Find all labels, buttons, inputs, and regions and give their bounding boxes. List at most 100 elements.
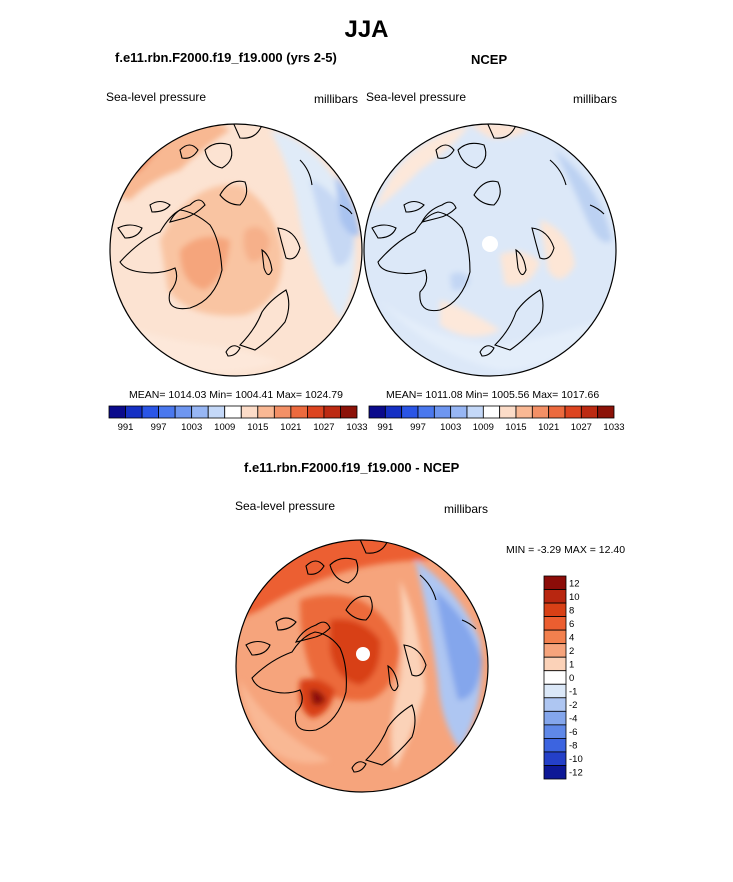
- diff-colorbar-tick-label: -12: [569, 768, 583, 779]
- model-colorbar-tick-label: 1021: [280, 422, 301, 433]
- model-colorbar-swatch: [207, 405, 226, 419]
- obs-colorbar-swatch: [482, 405, 501, 419]
- diff-colorbar-tick-label: -4: [569, 714, 577, 725]
- diff-colorbar-swatch: [543, 751, 567, 766]
- diff-colorbar-swatch: [543, 575, 567, 590]
- obs-variable-label: Sea-level pressure: [366, 90, 467, 104]
- diff-colorbar-tick-label: 4: [569, 632, 574, 643]
- model-colorbar-tick-label: 1015: [247, 422, 268, 433]
- model-colorbar-swatch: [174, 405, 193, 419]
- model-colorbar-tick-label: 1003: [181, 422, 202, 433]
- diff-map-border: [235, 539, 489, 793]
- model-coastlines: [117, 124, 353, 357]
- model-stats: MEAN= 1014.03 Min= 1004.41 Max= 1024.79: [129, 389, 343, 401]
- model-variable-label: Sea-level pressure: [106, 90, 207, 104]
- diff-panel-title: f.e11.rbn.F2000.f19_f19.000 - NCEP: [244, 460, 460, 475]
- obs-stats: MEAN= 1011.08 Min= 1005.56 Max= 1017.66: [386, 389, 600, 401]
- obs-colorbar-swatch: [515, 405, 533, 419]
- obs-colorbar-swatch: [499, 405, 517, 419]
- diff-colorbar-tick-label: 2: [569, 646, 574, 657]
- diff-colorbar-tick-label: -10: [569, 754, 583, 765]
- obs-colorbar-swatch: [401, 405, 419, 419]
- diff-colorbar-tick-label: -1: [569, 687, 577, 698]
- model-colorbar-swatch: [108, 405, 126, 419]
- diff-coastlines: [245, 540, 477, 773]
- model-colorbar: 991 997 1003 1009 1015 1021 1027 1033: [108, 405, 368, 433]
- page-title: JJA: [344, 16, 389, 43]
- model-contour-fill: [110, 124, 360, 373]
- obs-colorbar-tick-label: 997: [410, 422, 426, 433]
- model-colorbar-swatch: [323, 405, 341, 419]
- obs-colorbar-swatch: [531, 405, 550, 419]
- obs-colorbar-swatch: [417, 405, 435, 419]
- obs-colorbar-tick-label: 1021: [538, 422, 559, 433]
- model-colorbar-swatch: [306, 405, 325, 419]
- model-colorbar-swatch: [340, 405, 358, 419]
- obs-pole-hole: [482, 236, 498, 252]
- obs-coastlines: [371, 124, 605, 357]
- model-colorbar-tick-label: 997: [151, 422, 167, 433]
- obs-panel-title: NCEP: [471, 52, 508, 67]
- model-colorbar-tick-label: 1009: [214, 422, 235, 433]
- diff-colorbar-tick-label: 0: [569, 673, 574, 684]
- model-colorbar-swatch: [273, 405, 292, 419]
- obs-colorbar-tick-label: 1009: [473, 422, 494, 433]
- obs-colorbar-swatch: [368, 405, 386, 419]
- obs-map: [364, 124, 616, 376]
- obs-contour-fill: [375, 124, 612, 371]
- model-colorbar-tick-label: 1033: [346, 422, 367, 433]
- model-colorbar-tick-label: 1027: [313, 422, 334, 433]
- model-colorbar-swatch: [224, 405, 242, 419]
- obs-colorbar-swatch: [548, 405, 566, 419]
- diff-colorbar-swatch: [543, 656, 567, 672]
- diff-colorbar-tick-label: 12: [569, 578, 580, 589]
- diff-colorbar-tick-label: 6: [569, 619, 574, 630]
- obs-colorbar-tick-label: 1027: [571, 422, 592, 433]
- diff-colorbar-swatch: [543, 602, 567, 618]
- diff-stats: MIN = -3.29 MAX = 12.40: [506, 544, 626, 556]
- obs-colorbar-swatch: [580, 405, 599, 419]
- model-colorbar-swatch: [125, 405, 143, 419]
- model-units-label: millibars: [314, 92, 359, 106]
- diff-colorbar-tick-label: -2: [569, 700, 577, 711]
- diff-colorbar-swatch: [543, 589, 567, 604]
- model-colorbar-tick-label: 991: [118, 422, 134, 433]
- diff-colorbar-tick-label: -8: [569, 741, 577, 752]
- diff-colorbar-swatch: [543, 710, 567, 726]
- obs-colorbar-tick-label: 1015: [505, 422, 526, 433]
- obs-colorbar-swatch: [564, 405, 582, 419]
- model-colorbar-swatch: [240, 405, 259, 419]
- diff-colorbar-swatch: [543, 616, 567, 631]
- obs-units-label: millibars: [573, 92, 618, 106]
- obs-map-border: [363, 123, 617, 377]
- diff-colorbar-swatch: [543, 643, 567, 658]
- diff-pole-hole: [356, 647, 370, 661]
- model-colorbar-swatch: [257, 405, 275, 419]
- model-map-border: [109, 123, 363, 377]
- model-colorbar-swatch: [158, 405, 176, 419]
- diff-colorbar-swatch: [543, 683, 567, 699]
- diff-colorbar-swatch: [543, 670, 567, 685]
- diff-colorbar-tick-label: 10: [569, 592, 580, 603]
- obs-colorbar-tick-label: 1033: [603, 422, 624, 433]
- model-colorbar-swatch: [191, 405, 209, 419]
- obs-colorbar-swatch: [597, 405, 615, 419]
- diff-colorbar-swatch: [543, 765, 567, 780]
- diff-colorbar-swatch: [543, 697, 567, 712]
- model-panel-title: f.e11.rbn.F2000.f19_f19.000 (yrs 2-5): [115, 50, 337, 65]
- obs-colorbar: 991 997 1003 1009 1015 1021 1027 1033: [368, 405, 625, 433]
- obs-colorbar-tick-label: 991: [377, 422, 393, 433]
- obs-colorbar-swatch: [384, 405, 403, 419]
- diff-colorbar-tick-label: -6: [569, 727, 577, 738]
- model-colorbar-swatch: [141, 405, 160, 419]
- diff-colorbar-tick-label: 8: [569, 605, 574, 616]
- model-map: [110, 124, 362, 376]
- obs-colorbar-swatch: [450, 405, 468, 419]
- diff-colorbar-swatch: [543, 629, 567, 645]
- obs-colorbar-swatch: [466, 405, 484, 419]
- model-colorbar-swatch: [290, 405, 308, 419]
- diff-colorbar-tick-label: 1: [569, 659, 574, 670]
- diff-map: [236, 540, 488, 792]
